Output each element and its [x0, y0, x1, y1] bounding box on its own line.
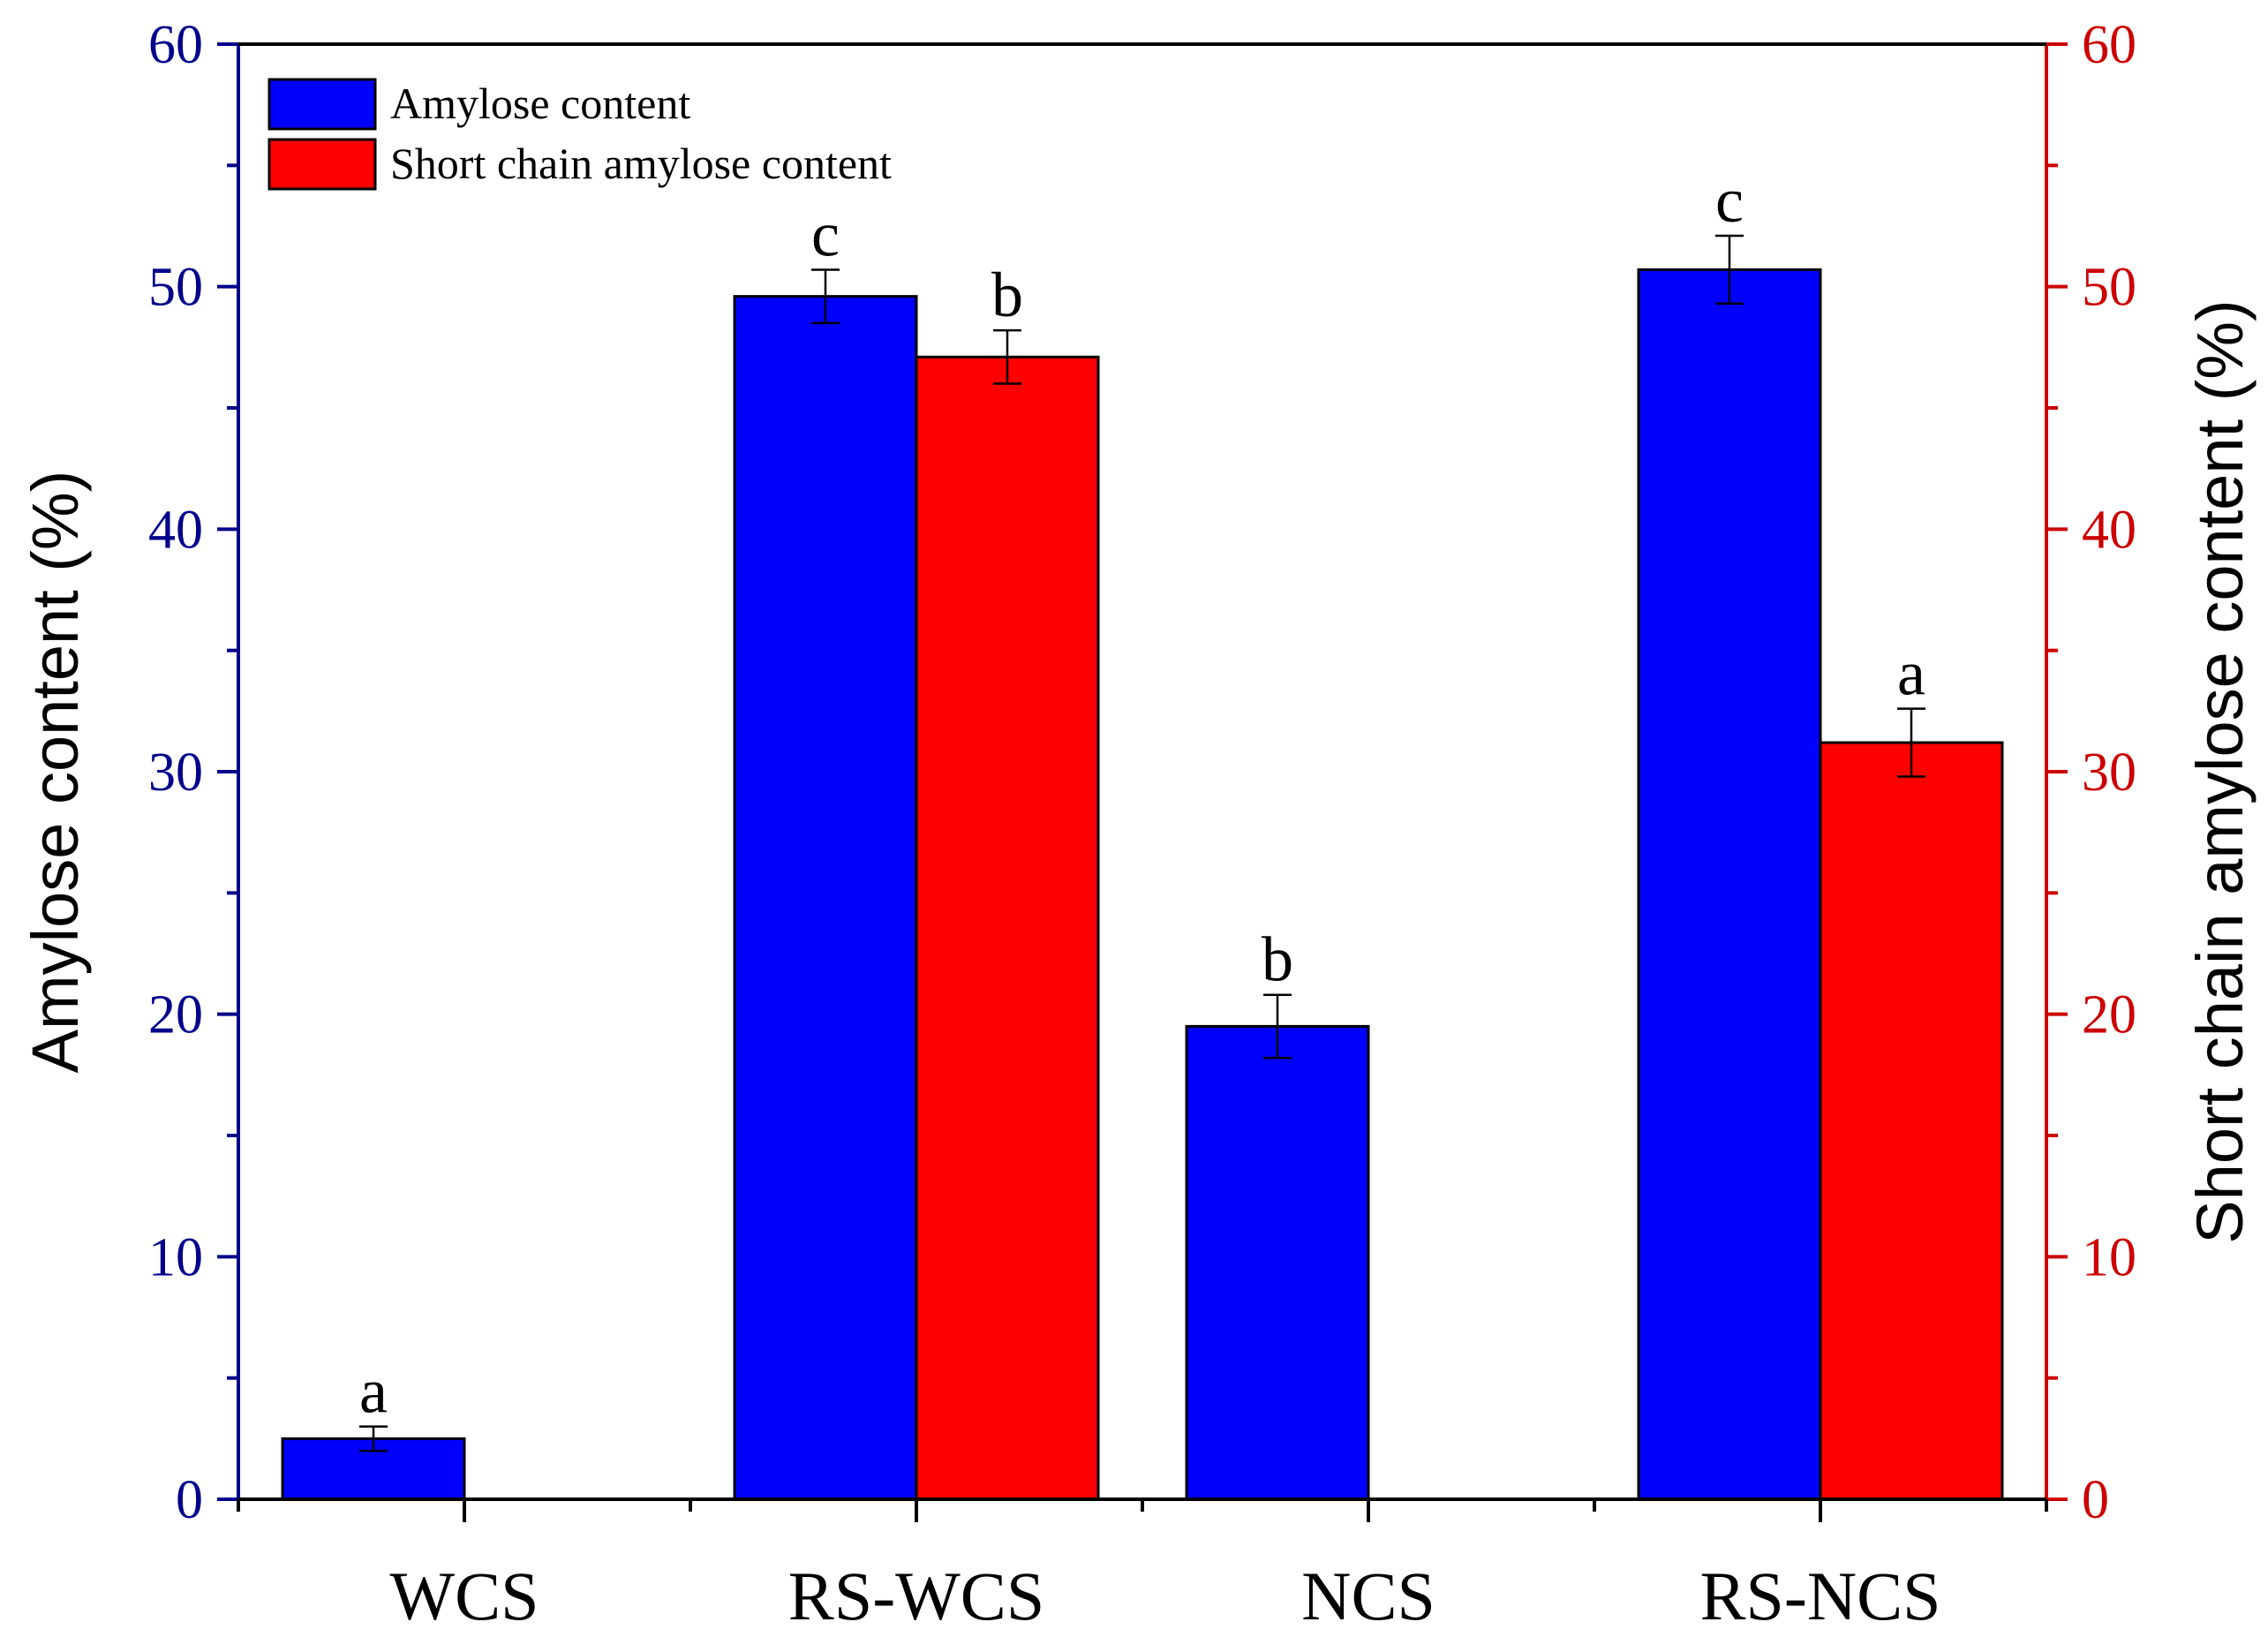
right-y-tick-label: 40 [2082, 500, 2136, 560]
legend-swatch-2 [267, 138, 377, 191]
right-y-tick-label: 0 [2082, 1470, 2109, 1530]
bar-rs-wcs-series-1 [733, 295, 918, 1501]
legend-label-2: Short chain amylose content [390, 139, 892, 188]
left-y-axis-title: Amylose content (%) [19, 471, 92, 1074]
right-y-tick-label: 10 [2082, 1227, 2136, 1287]
bar-ncs-series-1 [1185, 1024, 1370, 1501]
left-y-tick-label: 40 [148, 500, 203, 560]
significance-label: a [359, 1356, 388, 1427]
bar-rs-ncs-series-1 [1637, 268, 1822, 1501]
significance-label: c [1715, 165, 1744, 236]
right-y-tick-label: 30 [2082, 743, 2136, 803]
left-y-tick-label: 60 [148, 15, 203, 75]
significance-label: c [811, 199, 840, 269]
x-tick-label-wcs: WCS [389, 1558, 539, 1634]
left-y-tick-label: 0 [176, 1470, 203, 1530]
x-tick-label-rs-ncs: RS-NCS [1699, 1558, 1940, 1634]
legend-label-1: Amylose content [390, 79, 690, 128]
left-y-tick-label: 10 [148, 1227, 203, 1287]
left-y-tick-label: 30 [148, 743, 203, 803]
bar-rs-wcs-series-2 [915, 355, 1100, 1501]
significance-label: b [1262, 924, 1293, 995]
left-y-tick-label: 50 [148, 258, 203, 318]
legend-swatch-1 [267, 78, 377, 131]
x-tick-label-rs-wcs: RS-WCS [788, 1558, 1044, 1634]
right-y-axis-title: Short chain amylose content (%) [2183, 299, 2257, 1243]
right-y-tick-label: 60 [2082, 15, 2136, 75]
right-y-tick-label: 20 [2082, 985, 2136, 1045]
left-y-tick-label: 20 [148, 985, 203, 1045]
right-y-tick-label: 50 [2082, 258, 2136, 318]
x-tick-label-ncs: NCS [1301, 1558, 1435, 1634]
bar-rs-ncs-series-2 [1819, 741, 2004, 1501]
significance-label: b [991, 260, 1023, 330]
significance-label: a [1897, 638, 1925, 709]
